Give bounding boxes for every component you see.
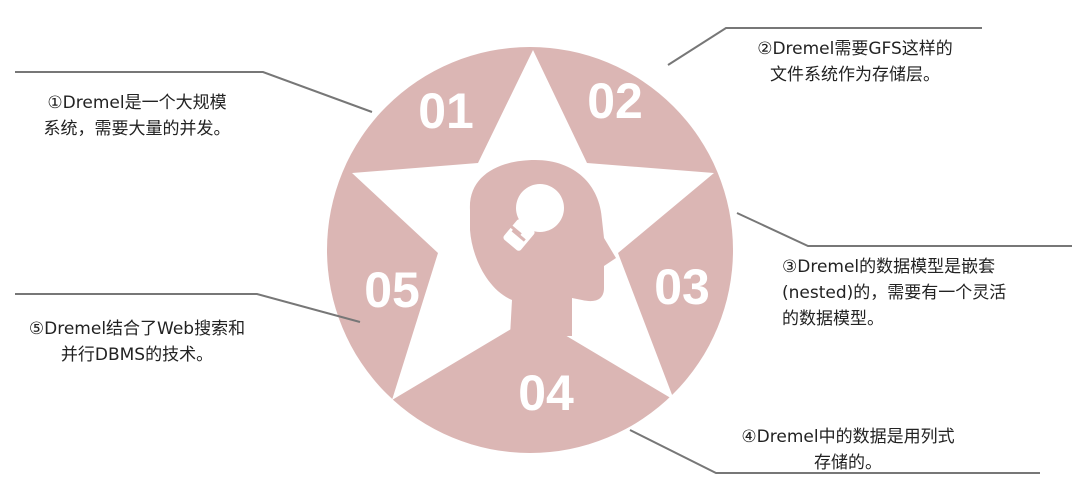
head-lightbulb-icon	[469, 160, 616, 336]
note-05-line-2: 并行DBMS的技术。	[60, 345, 214, 365]
connector-03	[736, 212, 1072, 247]
connector-02	[667, 27, 982, 66]
note-04: ④Dremel中的数据是用列式 存储的。	[708, 424, 988, 476]
connector-04	[629, 429, 1040, 474]
number-01: 01	[418, 83, 474, 139]
number-02: 02	[587, 73, 643, 129]
note-01: ①Dremel是一个大规模 系统，需要大量的并发。	[6, 90, 268, 142]
note-03-line-2: (nested)的，需要有一个灵活	[782, 283, 1007, 303]
note-05: ⑤Dremel结合了Web搜索和 并行DBMS的技术。	[6, 316, 268, 368]
note-02-line-1: ②Dremel需要GFS这样的	[757, 39, 953, 59]
note-04-line-1: ④Dremel中的数据是用列式	[741, 427, 955, 447]
connector-05	[15, 293, 361, 323]
note-03: ③Dremel的数据模型是嵌套 (nested)的，需要有一个灵活 的数据模型。	[782, 254, 1082, 332]
number-04: 04	[518, 365, 574, 421]
note-05-line-1: ⑤Dremel结合了Web搜索和	[28, 319, 246, 339]
number-03: 03	[654, 259, 710, 315]
note-01-line-1: ①Dremel是一个大规模	[47, 93, 227, 113]
connector-01	[15, 71, 373, 113]
note-02-line-2: 文件系统作为存储层。	[770, 65, 940, 85]
note-03-line-3: 的数据模型。	[782, 309, 884, 329]
number-05: 05	[364, 262, 420, 318]
note-03-line-1: ③Dremel的数据模型是嵌套	[782, 257, 996, 277]
note-04-line-2: 存储的。	[814, 453, 882, 473]
note-01-line-2: 系统，需要大量的并发。	[43, 119, 231, 139]
note-02: ②Dremel需要GFS这样的 文件系统作为存储层。	[724, 36, 986, 88]
